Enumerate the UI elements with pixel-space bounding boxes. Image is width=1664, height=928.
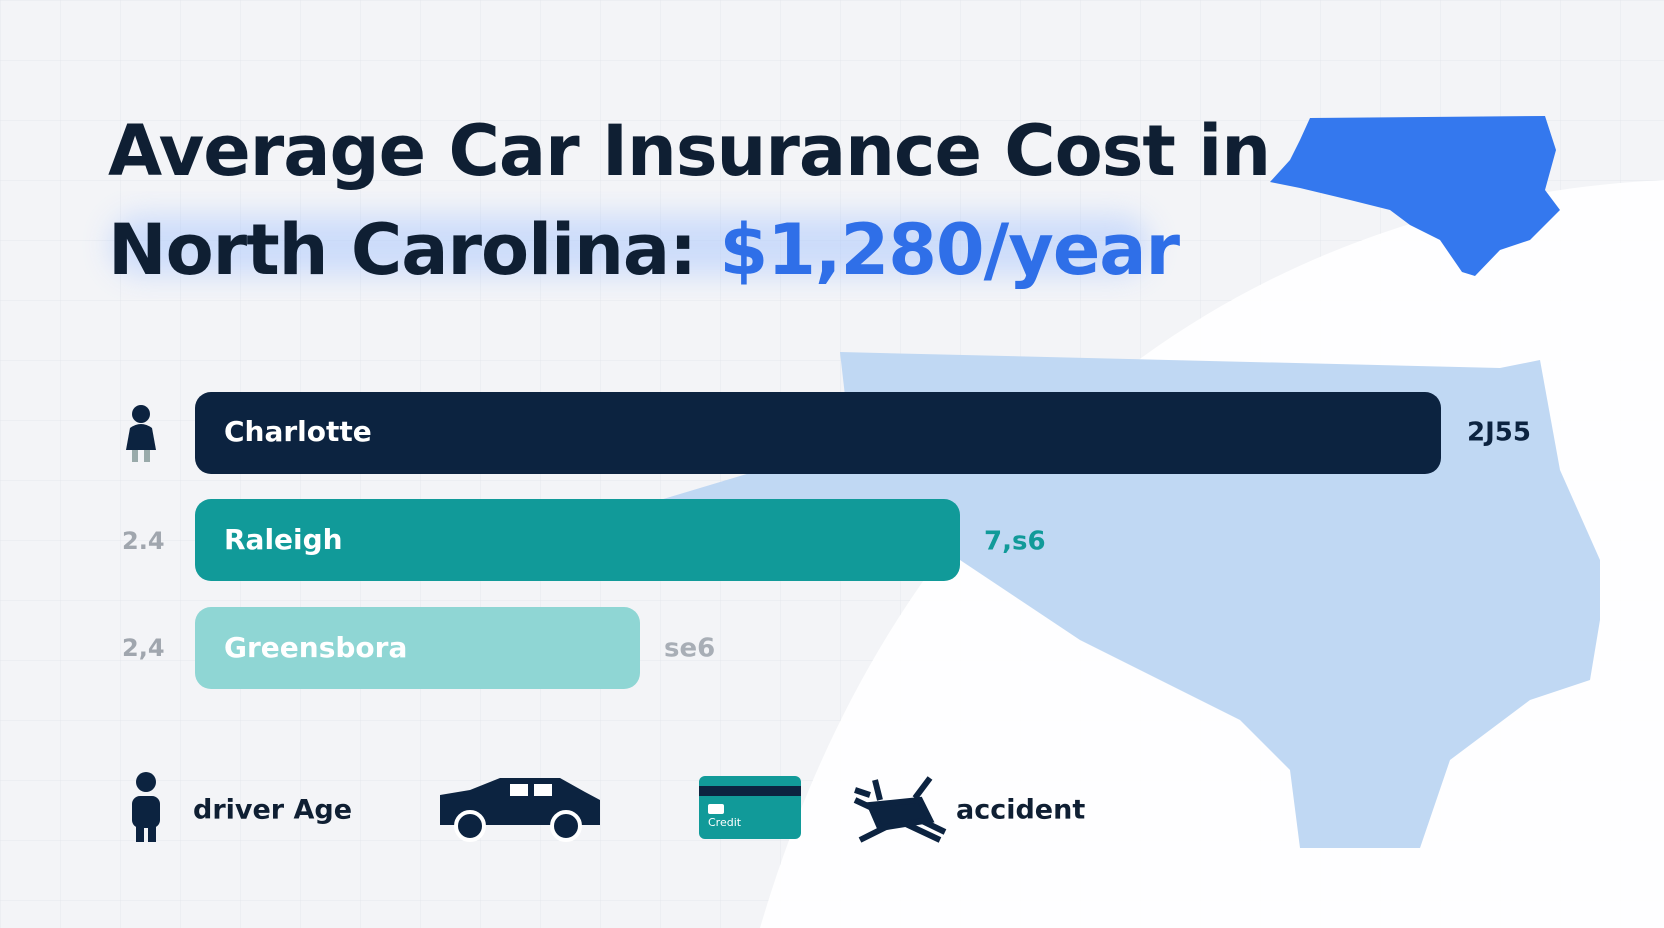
accident-icon [853, 776, 947, 843]
title-highlight: $1,280/year [720, 209, 1181, 291]
title-line: Average Car Insurance Cost in [108, 110, 1270, 192]
bar-value: se6 [664, 634, 715, 664]
card-icon: Credit [699, 776, 801, 839]
car-icon [440, 778, 600, 842]
bar-value: 7,s6 [984, 527, 1046, 557]
bar-label: Charlotte [224, 415, 372, 448]
title-line: North Carolina: $1,280/year [108, 209, 1181, 291]
card-label: Credit [708, 816, 742, 829]
bar [195, 607, 640, 689]
bar-label: Greensbora [224, 631, 407, 664]
side-label: 2.4 [122, 527, 165, 555]
map-large [660, 352, 1600, 848]
bar [195, 499, 960, 581]
title-glow [110, 215, 1150, 275]
factor-label: accident [956, 795, 1085, 826]
title-text: North Carolina: [108, 209, 720, 291]
bar-label: Raleigh [224, 523, 343, 556]
person-icon [126, 405, 156, 462]
bar-value: 2J55 [1467, 418, 1531, 448]
bar [195, 392, 1441, 474]
side-label: 2,4 [122, 634, 165, 662]
map-small [1270, 116, 1560, 276]
person-icon [132, 772, 160, 842]
factor-label: driver Age [193, 795, 352, 826]
